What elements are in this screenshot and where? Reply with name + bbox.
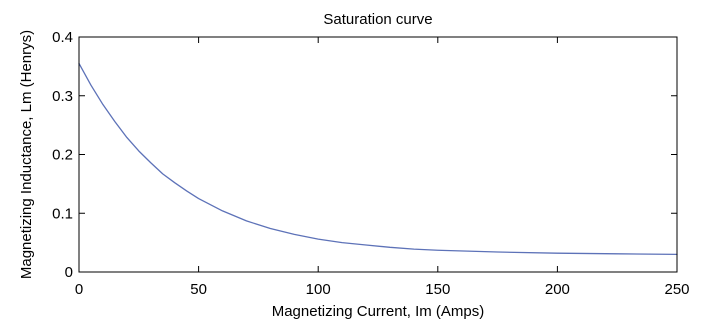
y-tick-label: 0 <box>65 264 73 281</box>
x-tick-label: 250 <box>664 281 689 298</box>
x-tick-label: 150 <box>425 281 450 298</box>
series-layer <box>78 62 678 256</box>
y-tick-label: 0.4 <box>52 29 73 46</box>
ticks-layer: 0 50 100 150 200 250 0 0.1 0.2 0.3 0.4 <box>52 29 689 298</box>
x-tick-label: 50 <box>190 281 207 298</box>
y-tick-label: 0.3 <box>52 88 73 105</box>
chart-title: Saturation curve <box>323 11 432 28</box>
plot-frame <box>78 36 678 273</box>
y-tick-label: 0.1 <box>52 205 73 222</box>
x-tick-label: 200 <box>545 281 570 298</box>
y-axis-title: Magnetizing Inductance, Lm (Henrys) <box>18 30 35 279</box>
x-tick-label: 100 <box>306 281 331 298</box>
x-tick-label: 0 <box>75 281 83 298</box>
y-tick-label: 0.2 <box>52 147 73 164</box>
series-line <box>78 62 678 256</box>
x-axis-title: Magnetizing Current, Im (Amps) <box>272 303 485 320</box>
